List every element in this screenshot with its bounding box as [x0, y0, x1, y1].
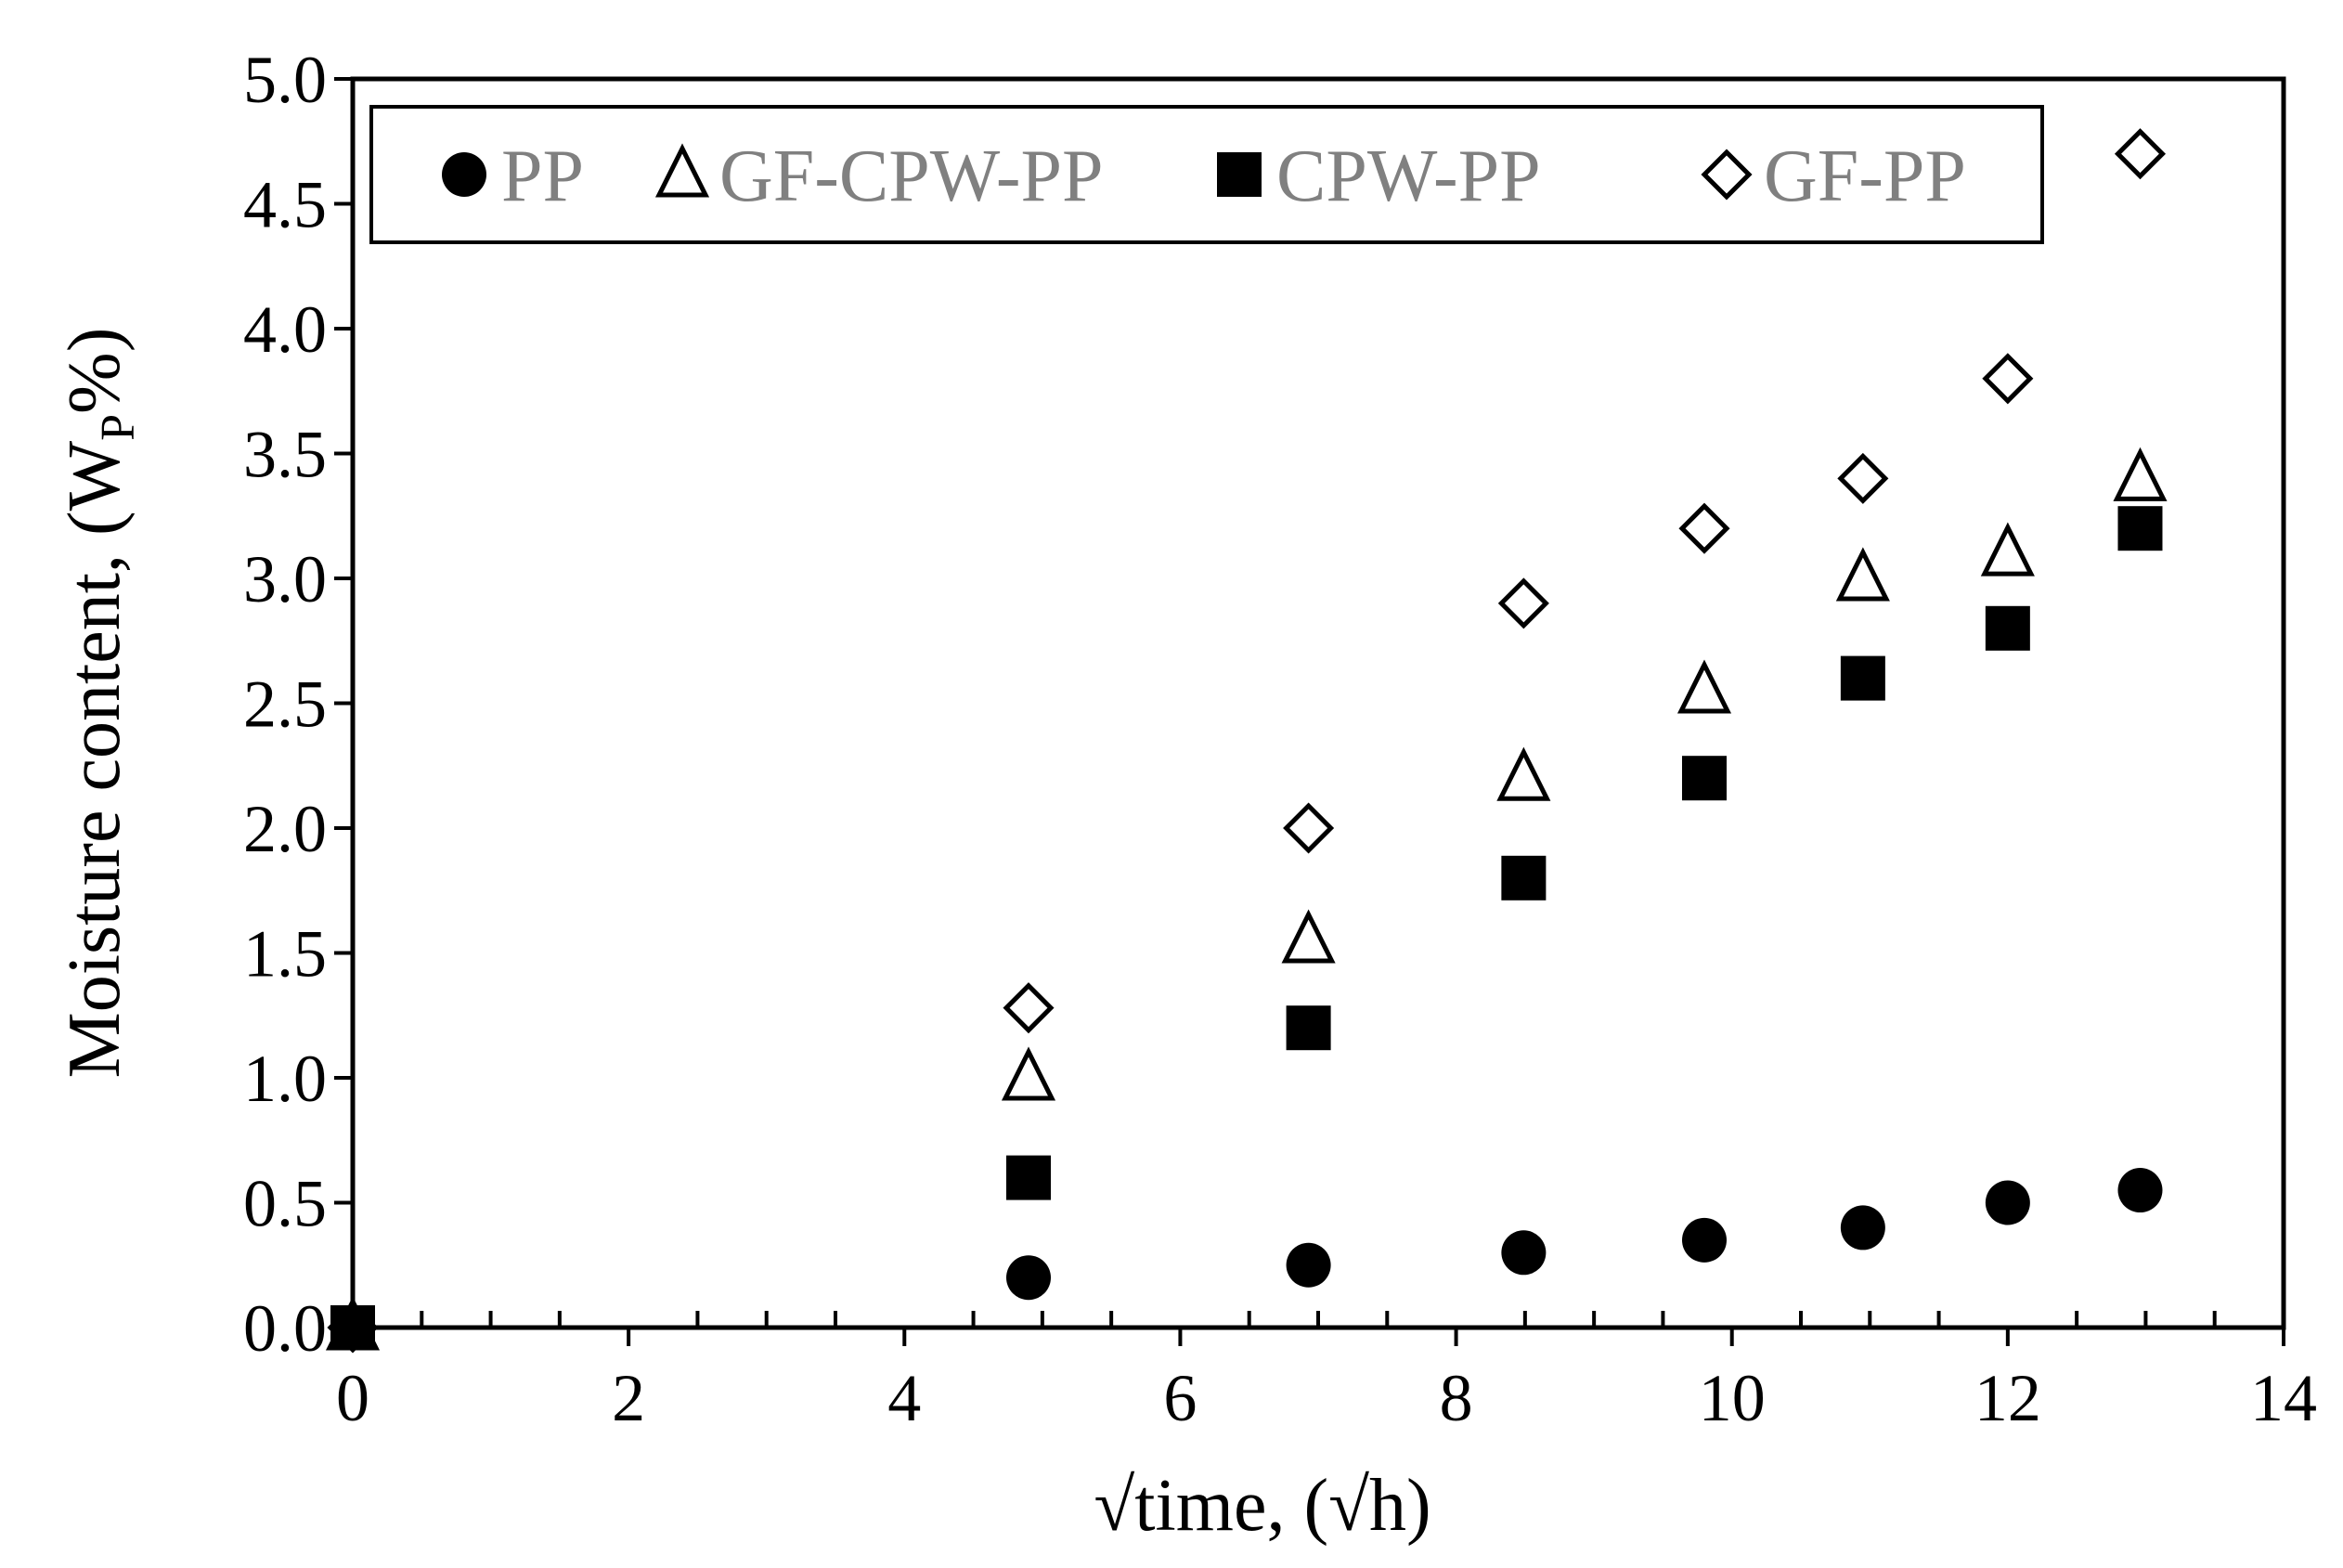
data-point — [1003, 982, 1055, 1034]
axis-tick-labels: 0 2 4 6 8 10 12 14 0.0 0.5 1.0 1.5 2.0 2.5 3.0 3.5 4.0 4.… — [243, 43, 2317, 1435]
series-gf-pp — [327, 128, 2167, 1354]
series-pp — [330, 1168, 2163, 1350]
x-tick-label: 2 — [612, 1361, 645, 1435]
x-tick-label: 6 — [1163, 1361, 1197, 1435]
y-tick-label: 1.0 — [243, 1042, 327, 1116]
y-tick-label: 3.5 — [243, 418, 327, 492]
data-point — [1840, 655, 1885, 701]
legend-marker — [654, 143, 710, 198]
data-point — [2114, 128, 2167, 180]
data-point — [1678, 502, 1730, 554]
legend-item-pp: PP — [442, 136, 584, 217]
x-tick-label: 10 — [1699, 1361, 1766, 1435]
data-point — [1286, 1242, 1331, 1288]
data-point — [1501, 855, 1547, 901]
legend-label: PP — [501, 136, 584, 217]
legend-marker — [442, 152, 486, 197]
data-point — [2113, 447, 2168, 501]
legend-item-gf-pp: GF-PP — [1701, 136, 1966, 217]
y-axis-title-main: Moisture content, (W — [54, 440, 136, 1078]
y-tick-label: 4.5 — [243, 168, 327, 242]
series-cpw-pp — [330, 506, 2163, 1350]
x-tick-label: 14 — [2250, 1361, 2317, 1435]
series-gf-cpw-pp — [325, 447, 2168, 1351]
legend-label: CPW-PP — [1276, 136, 1541, 217]
legend-box — [369, 105, 2044, 244]
data-point — [330, 1305, 375, 1350]
legend-label: GF-CPW-PP — [719, 136, 1103, 217]
data-point — [1497, 577, 1549, 629]
data-point — [1283, 802, 1335, 854]
x-tick-label: 12 — [1974, 1361, 2041, 1435]
data-point — [1980, 522, 2035, 577]
data-point — [2117, 506, 2163, 551]
legend-marker — [1217, 152, 1262, 197]
x-tick-label: 4 — [887, 1361, 921, 1435]
y-tick-label: 0.5 — [243, 1167, 327, 1241]
y-tick-label: 2.5 — [243, 667, 327, 742]
data-point — [1985, 605, 2030, 651]
data-point — [1501, 1230, 1547, 1276]
data-point — [1676, 659, 1732, 714]
data-point — [1001, 1046, 1056, 1101]
data-point — [1682, 756, 1727, 801]
axis-ticks — [334, 77, 2285, 1346]
y-axis-title: Moisture content, (WP%) — [54, 328, 145, 1079]
data-point — [1006, 1255, 1051, 1301]
x-tick-label: 0 — [336, 1361, 369, 1435]
legend-item-cpw-pp: CPW-PP — [1217, 136, 1541, 217]
data-point — [1982, 353, 2034, 405]
x-tick-label: 8 — [1440, 1361, 1473, 1435]
legend-label: GF-PP — [1764, 136, 1966, 217]
y-tick-label: 1.5 — [243, 917, 327, 991]
y-tick-label: 0.0 — [243, 1291, 327, 1366]
data-point — [1837, 452, 1889, 504]
data-point — [1286, 1005, 1331, 1051]
data-point — [1682, 1217, 1727, 1263]
y-tick-label: 3.0 — [243, 542, 327, 616]
y-tick-label: 5.0 — [243, 43, 327, 117]
data-point — [1840, 1205, 1885, 1251]
plot-area — [350, 76, 2286, 1330]
legend-items: PP GF-CPW-PP CPW-PP GF-PP — [442, 136, 1966, 217]
data-point — [1985, 1180, 2030, 1225]
legend-marker — [1701, 149, 1753, 201]
y-axis-title-subscript: P — [92, 414, 145, 441]
data-point — [1006, 1155, 1051, 1200]
data-point — [2117, 1168, 2163, 1213]
x-axis-title: √time, (√h) — [1094, 1465, 1430, 1547]
data-point — [1835, 547, 1890, 602]
legend-item-gf-cpw-pp: GF-CPW-PP — [654, 136, 1103, 217]
data-markers — [325, 128, 2168, 1354]
data-point — [1281, 909, 1336, 964]
y-tick-label: 2.0 — [243, 792, 327, 866]
y-axis-title-tail: %) — [54, 328, 136, 414]
legend: PP GF-CPW-PP CPW-PP GF-PP — [369, 105, 2044, 244]
y-tick-label: 4.0 — [243, 292, 327, 367]
data-point — [1496, 746, 1551, 801]
